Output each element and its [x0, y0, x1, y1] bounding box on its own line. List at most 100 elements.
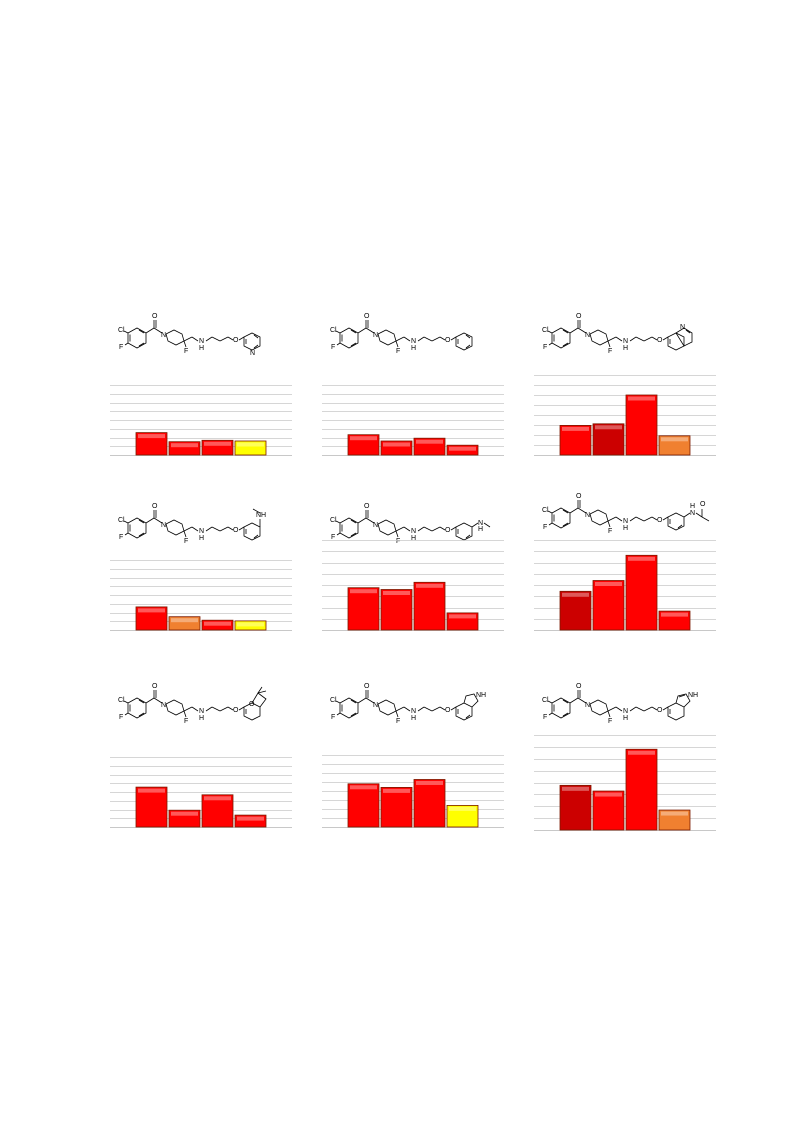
bar-2: [592, 423, 625, 456]
atom-nh-label: N: [411, 528, 416, 535]
atom-f-label: F: [543, 524, 547, 531]
bar-highlight: [449, 806, 476, 811]
bar-2: [168, 441, 201, 456]
atom-n-piperidine-label: N: [161, 522, 166, 529]
atom-n-piperidine-label: N: [373, 332, 378, 339]
atom-sub-label: NH: [476, 692, 486, 699]
bar-highlight: [661, 811, 688, 816]
bar-highlight: [449, 446, 476, 451]
atom-cl-label: Cl: [118, 327, 125, 334]
bar-chart: [322, 540, 504, 631]
molecule-bonds: [547, 320, 669, 349]
atom-nh-label: N: [199, 338, 204, 345]
bar-3: [413, 581, 446, 631]
atom-h-label: H: [199, 715, 204, 722]
compound-panel-8: Cl F O N F N H O NH: [322, 675, 506, 832]
bar-2: [168, 809, 201, 828]
bar-2: [380, 589, 413, 631]
bar-highlight: [171, 443, 198, 448]
atom-o3-label: O: [700, 501, 706, 508]
bar-1: [135, 786, 168, 828]
bar-4: [446, 612, 479, 631]
atom-sub-label: NH: [256, 512, 266, 519]
atom-o-ether-label: O: [445, 707, 451, 714]
molecule-structure: Cl F O N F N H O N: [542, 313, 693, 355]
molecule-structure: Cl F O N F N H O NH: [330, 503, 491, 545]
bar-3: [625, 748, 658, 831]
bar-chart: [110, 560, 292, 631]
bar-2: [380, 787, 413, 828]
atom-h-label: H: [199, 345, 204, 352]
molecule-bonds: [123, 690, 245, 719]
atom-h-label: H: [411, 715, 416, 722]
bar-1: [135, 432, 168, 456]
bar-highlight: [204, 621, 231, 626]
bar-1: [347, 587, 380, 631]
molecule-bonds: [335, 690, 457, 719]
atom-o-ether-label: O: [445, 527, 451, 534]
atom-nh-label: N: [199, 708, 204, 715]
bar-3: [625, 554, 658, 631]
bar-3: [201, 439, 234, 456]
bar-highlight: [237, 442, 264, 447]
bar-highlight: [416, 439, 443, 444]
bar-highlight: [449, 614, 476, 619]
atom-n-piperidine-label: N: [373, 702, 378, 709]
bar-2: [592, 580, 625, 631]
atom-f-piperidine-label: F: [184, 718, 188, 725]
bar-chart: [534, 735, 716, 831]
bar-1: [135, 606, 168, 631]
atom-o-ether-label: O: [657, 517, 663, 524]
molecule-structure: Cl F O N F N H O NH: [542, 683, 698, 725]
atom-cl-label: Cl: [330, 327, 337, 334]
molecule-structure: Cl F O N F N H O: [330, 313, 473, 355]
molecule-tail-bonds: [667, 509, 710, 531]
bar-4: [234, 814, 267, 828]
atom-n-piperidine-label: N: [585, 332, 590, 339]
atom-o-ether-label: O: [445, 337, 451, 344]
atom-f-label: F: [543, 714, 547, 721]
bar-highlight: [628, 396, 655, 401]
bar-chart: [110, 757, 292, 828]
bar-highlight: [350, 436, 377, 441]
atom-cl-label: Cl: [542, 507, 549, 514]
atom-f-label: F: [543, 344, 547, 351]
bar-highlight: [562, 592, 589, 597]
atom-h-label: H: [199, 535, 204, 542]
atom-f-piperidine-label: F: [608, 528, 612, 535]
atom-h-label: H: [411, 535, 416, 542]
atom-h-label: H: [623, 345, 628, 352]
atom-cl-label: Cl: [118, 697, 125, 704]
atom-cl-label: Cl: [330, 517, 337, 524]
atom-nh-label: N: [411, 338, 416, 345]
molecule-tail-bonds: [455, 693, 479, 721]
bar-highlight: [562, 426, 589, 431]
compound-panel-9: Cl F O N F N H O NH: [534, 675, 718, 835]
atom-h-label: H: [411, 345, 416, 352]
atom-f-label: F: [331, 534, 335, 541]
atom-sub-h-label: H: [478, 526, 483, 533]
atom-cl-label: Cl: [542, 327, 549, 334]
atom-f-label: F: [331, 714, 335, 721]
molecule-bonds: [123, 320, 245, 349]
bar-highlight: [171, 811, 198, 816]
atom-o-carbonyl-label: O: [576, 313, 582, 320]
bar-highlight: [138, 788, 165, 793]
compound-panel-2: Cl F O N F N H O: [322, 305, 506, 460]
molecule-tail-bonds: [667, 693, 691, 721]
atom-o-carbonyl-label: O: [152, 683, 158, 690]
atom-ring-n-label: N: [250, 350, 255, 357]
atom-f-label: F: [119, 714, 123, 721]
atom-f-label: F: [119, 344, 123, 351]
bar-highlight: [171, 618, 198, 623]
molecule-bonds: [123, 510, 245, 539]
bar-highlight: [204, 441, 231, 446]
molecule-tail-bonds: [455, 522, 491, 541]
bar-highlight: [661, 437, 688, 442]
atom-o-carbonyl-label: O: [364, 683, 370, 690]
bar-chart: [322, 755, 504, 828]
atom-n-piperidine-label: N: [161, 702, 166, 709]
bar-highlight: [350, 785, 377, 790]
atom-nh-label: N: [199, 528, 204, 535]
molecule-tail-bonds: [667, 327, 693, 351]
